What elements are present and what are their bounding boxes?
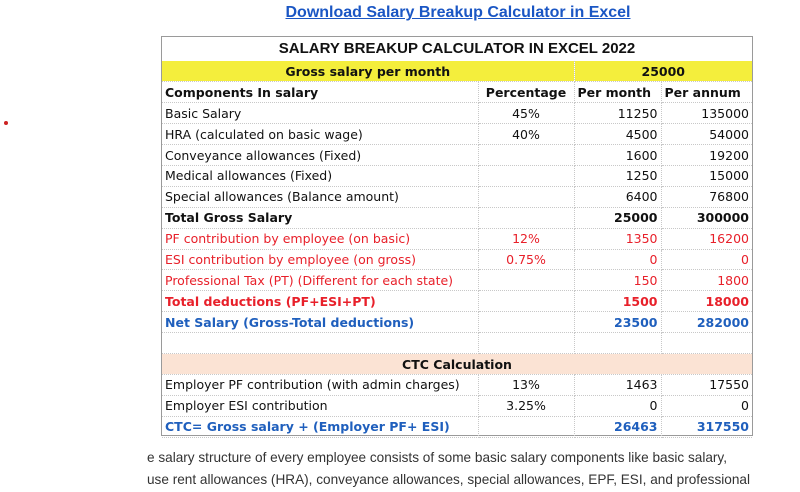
row-percentage <box>478 207 575 229</box>
row-per-annum: 317550 <box>661 416 752 438</box>
table-row: Special allowances (Balance amount) 6400… <box>162 186 752 208</box>
table-row: HRA (calculated on basic wage) 40% 4500 … <box>162 123 752 146</box>
row-label: Basic Salary <box>162 102 479 125</box>
header-component: Components In salary <box>162 81 479 104</box>
salary-table: Gross salary per month 25000 Components … <box>162 61 752 438</box>
row-per-month: 1463 <box>574 374 662 396</box>
table-row: Basic Salary 45% 11250 135000 <box>162 102 752 125</box>
row-percentage <box>478 144 575 166</box>
row-per-annum: 0 <box>661 249 752 271</box>
blank-cell <box>574 332 662 355</box>
row-percentage <box>478 269 575 292</box>
blank-cell <box>478 332 575 355</box>
row-per-month: 1250 <box>574 165 662 187</box>
row-percentage: 13% <box>478 374 575 396</box>
row-label: Total Gross Salary <box>162 207 479 229</box>
row-per-month: 1350 <box>574 228 662 250</box>
row-label: Special allowances (Balance amount) <box>162 186 479 208</box>
sheet-title: SALARY BREAKUP CALCULATOR IN EXCEL 2022 <box>278 40 636 57</box>
row-per-month: 23500 <box>574 311 662 334</box>
header-per-month: Per month <box>574 81 662 104</box>
row-per-annum: 300000 <box>661 207 752 229</box>
gross-salary-row: Gross salary per month 25000 <box>162 61 752 83</box>
row-per-annum: 15000 <box>661 165 752 187</box>
row-percentage: 12% <box>478 228 575 250</box>
row-per-month: 4500 <box>574 123 662 146</box>
row-per-annum: 16200 <box>661 228 752 250</box>
row-per-month: 1500 <box>574 290 662 313</box>
row-label: ESI contribution by employee (on gross) <box>162 249 479 271</box>
row-percentage: 40% <box>478 123 575 146</box>
row-per-annum: 282000 <box>661 311 752 334</box>
row-per-annum: 135000 <box>661 102 752 125</box>
gross-value: 25000 <box>574 61 752 83</box>
salary-calculator-sheet: SALARY BREAKUP CALCULATOR IN EXCEL 2022 … <box>161 36 753 438</box>
paragraph-line-1: e salary structure of every employee con… <box>147 450 727 465</box>
row-label: Total deductions (PF+ESI+PT) <box>162 290 479 313</box>
net-salary-row: Net Salary (Gross-Total deductions) 2350… <box>162 311 752 334</box>
table-row: Professional Tax (PT) (Different for eac… <box>162 269 752 292</box>
row-label: Medical allowances (Fixed) <box>162 165 479 187</box>
row-label: Employer PF contribution (with admin cha… <box>162 374 479 396</box>
row-percentage: 3.25% <box>478 395 575 417</box>
row-percentage <box>478 165 575 187</box>
row-label: CTC= Gross salary + (Employer PF+ ESI) <box>162 416 479 438</box>
row-label: Net Salary (Gross-Total deductions) <box>162 311 479 334</box>
header-row: Components In salary Percentage Per mont… <box>162 81 752 104</box>
row-per-annum: 17550 <box>661 374 752 396</box>
row-per-annum: 76800 <box>661 186 752 208</box>
row-label: Conveyance allowances (Fixed) <box>162 144 479 166</box>
download-calculator-link[interactable]: Download Salary Breakup Calculator in Ex… <box>285 4 631 21</box>
blank-row <box>162 332 752 355</box>
table-row: PF contribution by employee (on basic) 1… <box>162 228 752 250</box>
blank-cell <box>661 332 752 355</box>
row-per-month: 11250 <box>574 102 662 125</box>
row-per-annum: 54000 <box>661 123 752 146</box>
row-per-annum: 19200 <box>661 144 752 166</box>
row-per-month: 25000 <box>574 207 662 229</box>
gross-label: Gross salary per month <box>162 61 575 83</box>
row-label: Employer ESI contribution <box>162 395 479 417</box>
row-per-annum: 18000 <box>661 290 752 313</box>
row-per-annum: 1800 <box>661 269 752 292</box>
total-deductions-row: Total deductions (PF+ESI+PT) 1500 18000 <box>162 290 752 313</box>
row-percentage <box>478 416 575 438</box>
paragraph-line-2: use rent allowances (HRA), conveyance al… <box>147 472 750 487</box>
table-row: Employer PF contribution (with admin cha… <box>162 374 752 396</box>
table-row: Medical allowances (Fixed) 1250 15000 <box>162 165 752 187</box>
blank-cell <box>162 332 479 355</box>
row-per-month: 1600 <box>574 144 662 166</box>
row-percentage <box>478 186 575 208</box>
total-gross-row: Total Gross Salary 25000 300000 <box>162 207 752 229</box>
table-row: Employer ESI contribution 3.25% 0 0 <box>162 395 752 417</box>
header-per-annum: Per annum <box>661 81 752 104</box>
row-per-month: 6400 <box>574 186 662 208</box>
row-label: HRA (calculated on basic wage) <box>162 123 479 146</box>
row-per-month: 26463 <box>574 416 662 438</box>
ctc-total-row: CTC= Gross salary + (Employer PF+ ESI) 2… <box>162 416 752 438</box>
row-per-month: 0 <box>574 395 662 417</box>
row-label: Professional Tax (PT) (Different for eac… <box>162 269 479 292</box>
row-per-annum: 0 <box>661 395 752 417</box>
row-percentage: 0.75% <box>478 249 575 271</box>
ctc-section-header: CTC Calculation <box>162 353 752 375</box>
ctc-title: CTC Calculation <box>162 353 752 375</box>
table-row: ESI contribution by employee (on gross) … <box>162 249 752 271</box>
row-percentage: 45% <box>478 102 575 125</box>
row-per-month: 0 <box>574 249 662 271</box>
table-row: Conveyance allowances (Fixed) 1600 19200 <box>162 144 752 166</box>
row-per-month: 150 <box>574 269 662 292</box>
header-percentage: Percentage <box>478 81 575 104</box>
row-percentage <box>478 290 575 313</box>
row-percentage <box>478 311 575 334</box>
bullet-dot <box>4 121 8 125</box>
row-label: PF contribution by employee (on basic) <box>162 228 479 250</box>
